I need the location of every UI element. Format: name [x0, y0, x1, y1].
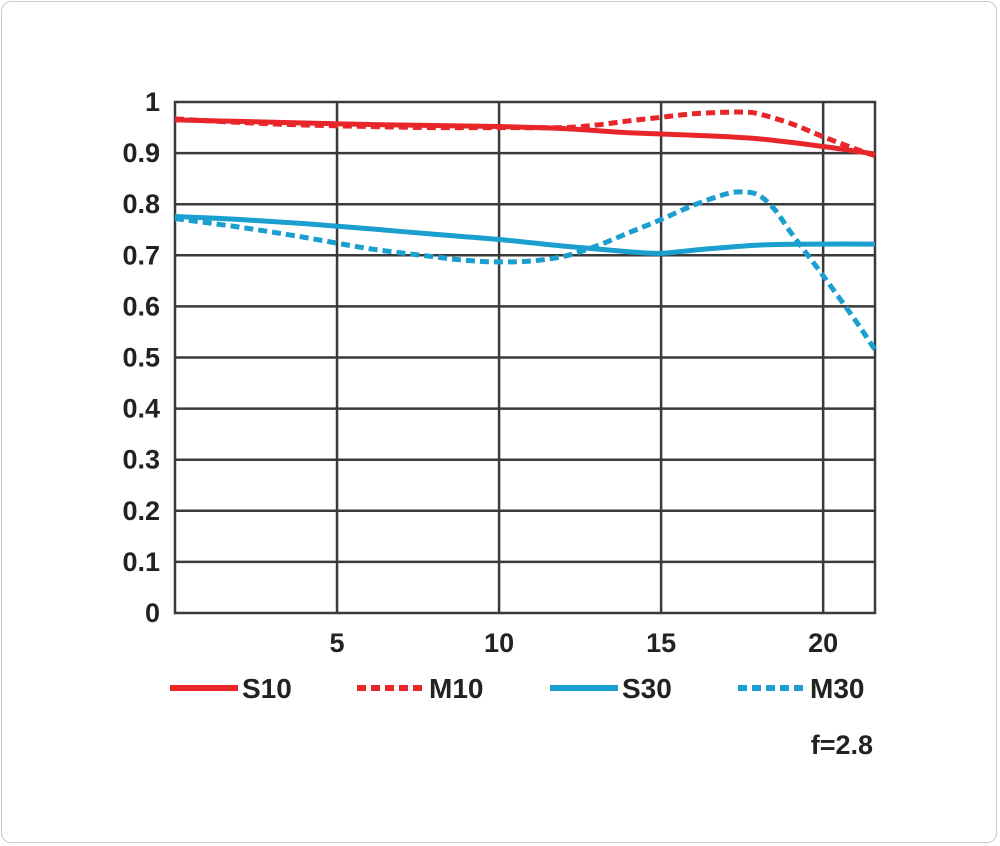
y-tick-label: 0.5: [122, 343, 160, 373]
y-tick-label: 0.1: [122, 547, 160, 577]
y-tick-label: 0.6: [122, 291, 160, 321]
legend-label-s30: S30: [622, 673, 672, 704]
legend-label-s10: S10: [242, 673, 292, 704]
x-tick-label: 15: [646, 628, 676, 658]
series-line-m10: [174, 109, 876, 159]
y-tick-label: 0: [145, 598, 160, 628]
y-tick-label: 1: [145, 87, 160, 117]
series-line-m30: [174, 189, 878, 352]
x-tick-label: 5: [330, 628, 345, 658]
x-axis-ticks: 5 10 15 20: [330, 628, 839, 658]
y-tick-label: 0.7: [122, 240, 160, 270]
x-tick-label: 10: [484, 628, 514, 658]
legend-label-m10: M10: [429, 673, 483, 704]
legend-label-m30: M30: [810, 673, 864, 704]
y-axis-ticks: 0 0.1 0.2 0.3 0.4 0.5 0.6 0.7 0.8 0.9 1: [122, 87, 160, 628]
y-tick-label: 0.4: [122, 394, 160, 424]
y-tick-label: 0.9: [122, 138, 160, 168]
grid: [173, 100, 877, 615]
series-layer: [174, 109, 878, 352]
y-tick-label: 0.2: [122, 496, 160, 526]
series-line-s30: [174, 214, 876, 256]
y-tick-label: 0.8: [122, 189, 160, 219]
y-tick-label: 0.3: [122, 445, 160, 475]
x-tick-label: 20: [808, 628, 838, 658]
legend: S10 M10 S30 M30: [170, 673, 864, 704]
aperture-note: f=2.8: [811, 730, 873, 760]
